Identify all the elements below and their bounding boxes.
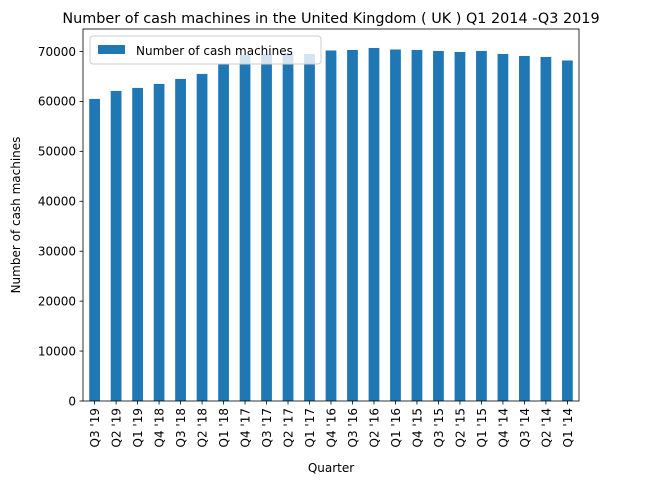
legend-label: Number of cash machines (136, 44, 293, 58)
y-tick-label: 60000 (38, 95, 76, 109)
x-tick-label: Q1 '19 (131, 408, 145, 447)
x-tick-label: Q1 '14 (561, 408, 575, 447)
bar (153, 83, 165, 402)
bar (497, 53, 509, 401)
x-tick-label: Q1 '15 (475, 408, 489, 447)
y-tick-label: 30000 (38, 245, 76, 259)
x-axis-label: Quarter (308, 461, 354, 475)
x-tick-label: Q4 '15 (410, 408, 424, 447)
x-tick-label: Q2 '18 (196, 408, 210, 447)
bar (282, 53, 294, 401)
bar (132, 87, 143, 402)
x-tick-label: Q4 '14 (496, 408, 510, 447)
y-tick-label: 50000 (38, 145, 76, 159)
x-tick-label: Q1 '17 (303, 408, 317, 447)
bar (562, 60, 573, 402)
y-tick-label: 40000 (38, 195, 76, 209)
bar (411, 49, 423, 401)
chart-title: Number of cash machines in the United Ki… (62, 11, 599, 27)
bar (325, 50, 337, 401)
x-tick-label: Q2 '16 (367, 408, 381, 447)
x-tick-label: Q3 '14 (518, 408, 532, 447)
plot-frame (82, 28, 580, 402)
y-tick-label: 70000 (38, 45, 76, 59)
x-tick-label: Q4 '17 (239, 408, 253, 447)
legend-swatch (98, 45, 125, 54)
x-axis: Q3 '19 Q2 '19 Q1 '19 Q4 '18 Q3 '18 Q2 '18 Q1 '… (88, 401, 575, 447)
bar (433, 50, 444, 401)
y-tick-label: 20000 (38, 294, 76, 308)
bar (476, 50, 487, 401)
x-tick-label: Q4 '16 (325, 408, 339, 447)
x-tick-label: Q3 '16 (346, 408, 360, 447)
bar (89, 98, 100, 401)
x-tick-label: Q1 '18 (217, 408, 231, 447)
bar (390, 49, 401, 401)
bar (110, 90, 122, 402)
y-axis: 0 10000 20000 30000 40000 50000 60000 70000 (38, 45, 83, 408)
x-tick-label: Q2 '15 (453, 408, 467, 447)
bar (540, 56, 552, 402)
bar (175, 78, 186, 402)
legend-frame (89, 35, 322, 65)
x-tick-label: Q3 '15 (432, 408, 446, 447)
legend: Number of cash machines (89, 35, 322, 65)
bar (454, 51, 466, 401)
bar (261, 53, 272, 401)
y-tick-label: 0 (68, 394, 76, 408)
y-axis-label: Number of cash machines (9, 137, 23, 294)
bar (519, 55, 530, 402)
x-tick-label: Q3 '19 (88, 408, 102, 447)
x-tick-label: Q2 '17 (282, 408, 296, 447)
x-tick-label: Q2 '14 (539, 408, 553, 447)
bar (218, 63, 229, 401)
x-tick-label: Q1 '16 (389, 408, 403, 447)
bar (196, 73, 208, 401)
x-tick-label: Q4 '18 (153, 408, 167, 447)
bar (304, 53, 315, 401)
y-tick-label: 10000 (38, 344, 76, 358)
x-tick-label: Q2 '19 (110, 408, 124, 447)
bar (239, 54, 251, 401)
bar (347, 49, 358, 401)
bars-group (89, 47, 573, 402)
x-tick-label: Q3 '18 (174, 408, 188, 447)
bar (368, 47, 380, 401)
x-tick-label: Q3 '17 (260, 408, 274, 447)
